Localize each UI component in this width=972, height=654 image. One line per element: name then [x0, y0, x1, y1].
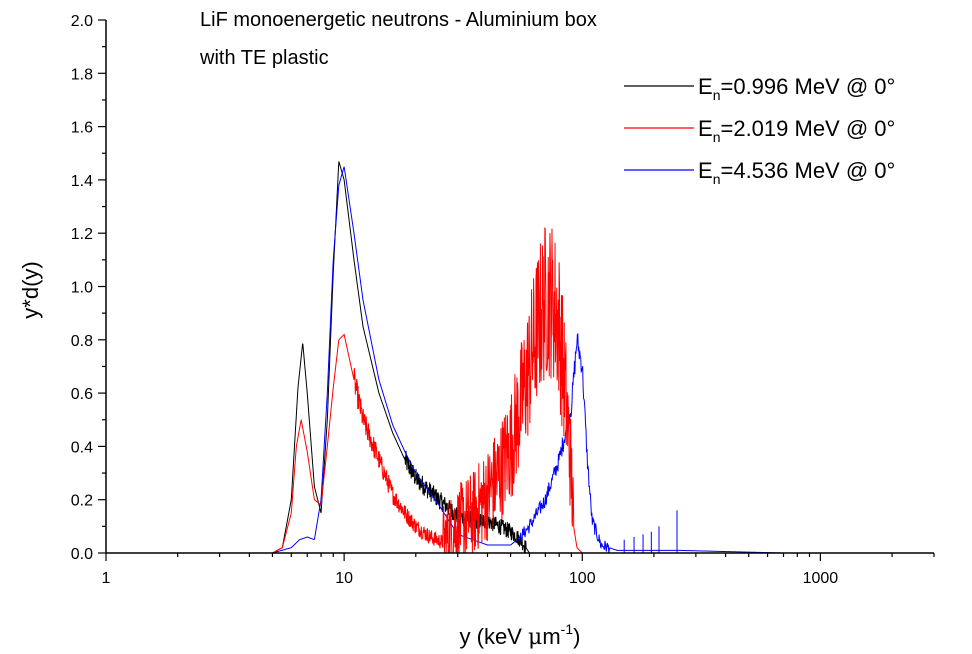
x-axis-title: y (keV μm-1)	[460, 621, 581, 650]
y-tick-label: 1.0	[71, 280, 93, 297]
x-axis-title-exp: -1	[561, 621, 574, 637]
chart-title: LiF monoenergetic neutrons - Aluminium b…	[199, 9, 597, 69]
y-tick-label: 0.4	[71, 439, 93, 456]
y-tick-label: 0.8	[71, 333, 93, 350]
x-axis-title-mu: μ	[528, 625, 542, 650]
series-line	[106, 166, 784, 554]
title-line-1: LiF monoenergetic neutrons - Aluminium b…	[200, 9, 597, 31]
x-tick-label: 1	[102, 570, 111, 587]
y-tick-label: 1.8	[71, 66, 93, 83]
axes	[105, 20, 934, 554]
legend: En=0.996 MeV @ 0° En=2.019 MeV @ 0° En=4.5…	[624, 74, 895, 187]
legend-entry: En=2.019 MeV @ 0°	[698, 116, 895, 145]
series-layer	[106, 161, 784, 554]
x-axis-title-prefix: y (keV	[460, 624, 528, 649]
y-tick-label: 0.6	[71, 386, 93, 403]
title-line-2: with TE plastic	[199, 47, 329, 69]
y-tick-label: 2.0	[71, 13, 93, 30]
y-ticks: 0.0 0.2 0.4 0.6 0.8 1.0 1.2 1.4 1.6 1.8 2.0	[71, 13, 106, 563]
x-tick-label: 100	[569, 570, 596, 587]
x-tick-label: 1000	[803, 570, 839, 587]
y-tick-label: 1.4	[71, 173, 93, 190]
x-tick-label: 10	[335, 570, 353, 587]
y-tick-label: 0.0	[71, 546, 93, 563]
y-tick-label: 1.6	[71, 120, 93, 137]
x-axis-title-suffix: )	[573, 624, 580, 649]
legend-entry: En=0.996 MeV @ 0°	[698, 74, 895, 103]
y-tick-label: 1.2	[71, 226, 93, 243]
y-axis-title: y*d(y)	[18, 261, 43, 318]
series-line	[106, 227, 583, 554]
y-tick-label: 0.2	[71, 493, 93, 510]
legend-entry: En=4.536 MeV @ 0°	[698, 158, 895, 187]
x-axis-title-m: m	[542, 624, 560, 649]
x-ticks: 1 10 100 1000	[102, 553, 935, 587]
